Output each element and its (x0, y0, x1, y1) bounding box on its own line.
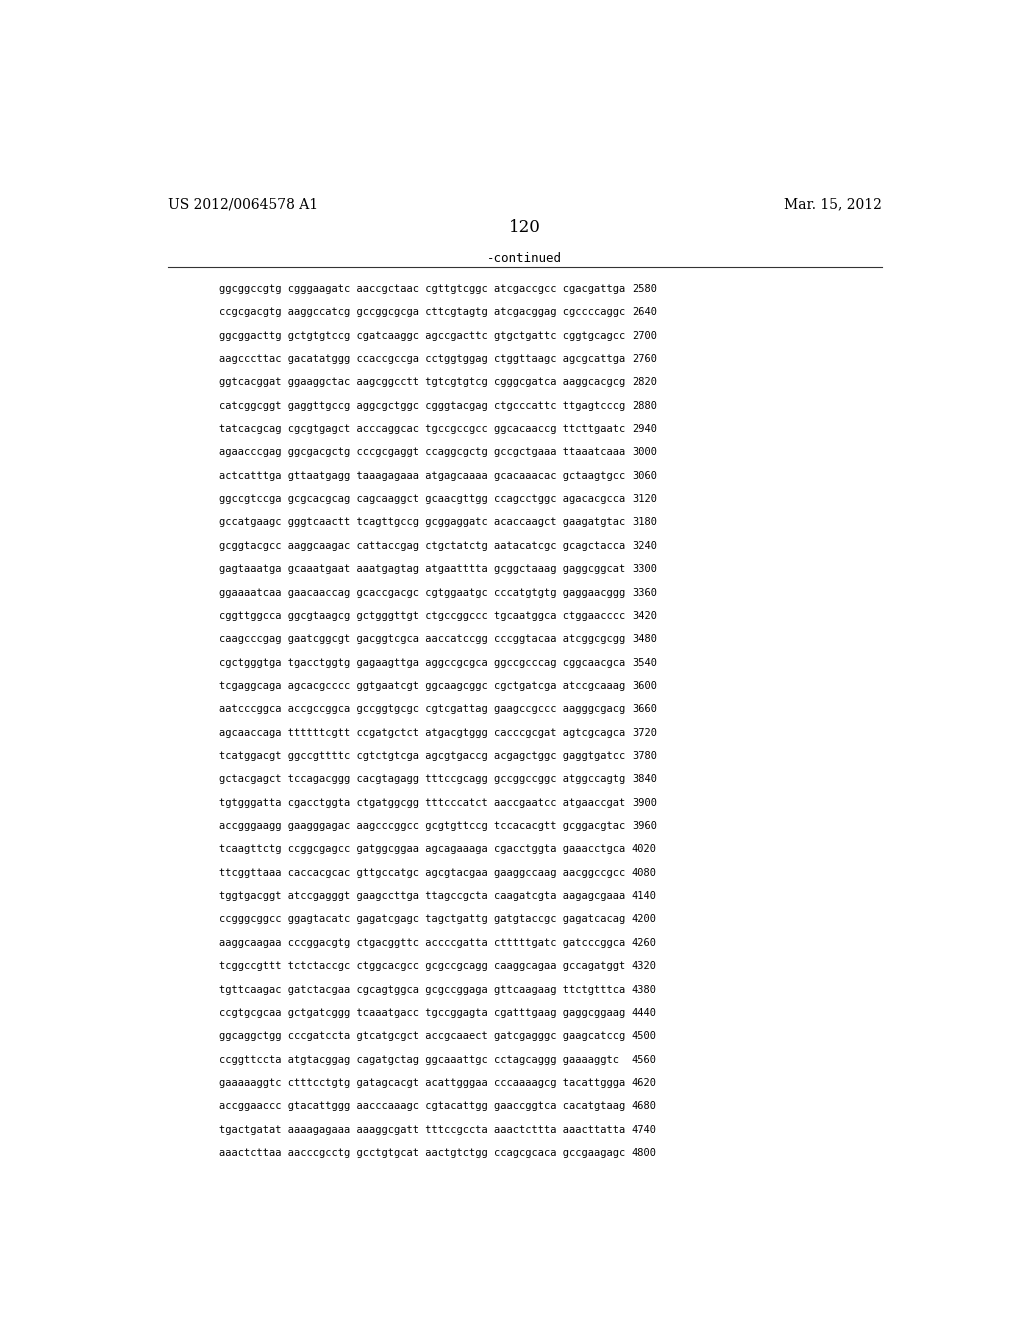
Text: 4800: 4800 (632, 1148, 657, 1158)
Text: 4560: 4560 (632, 1055, 657, 1064)
Text: tatcacgcag cgcgtgagct acccaggcac tgccgccgcc ggcacaaccg ttcttgaatc: tatcacgcag cgcgtgagct acccaggcac tgccgcc… (219, 424, 626, 434)
Text: tcgaggcaga agcacgcccc ggtgaatcgt ggcaagcggc cgctgatcga atccgcaaag: tcgaggcaga agcacgcccc ggtgaatcgt ggcaagc… (219, 681, 626, 690)
Text: ggcggacttg gctgtgtccg cgatcaaggc agccgacttc gtgctgattc cggtgcagcc: ggcggacttg gctgtgtccg cgatcaaggc agccgac… (219, 331, 626, 341)
Text: ccgtgcgcaa gctgatcggg tcaaatgacc tgccggagta cgatttgaag gaggcggaag: ccgtgcgcaa gctgatcggg tcaaatgacc tgccgga… (219, 1008, 626, 1018)
Text: ggccgtccga gcgcacgcag cagcaaggct gcaacgttgg ccagcctggc agacacgcca: ggccgtccga gcgcacgcag cagcaaggct gcaacgt… (219, 494, 626, 504)
Text: cgctgggtga tgacctggtg gagaagttga aggccgcgca ggccgcccag cggcaacgca: cgctgggtga tgacctggtg gagaagttga aggccgc… (219, 657, 626, 668)
Text: 3180: 3180 (632, 517, 657, 528)
Text: 4200: 4200 (632, 915, 657, 924)
Text: ggcggccgtg cgggaagatc aaccgctaac cgttgtcggc atcgaccgcc cgacgattga: ggcggccgtg cgggaagatc aaccgctaac cgttgtc… (219, 284, 626, 294)
Text: 3240: 3240 (632, 541, 657, 550)
Text: 3000: 3000 (632, 447, 657, 458)
Text: 4380: 4380 (632, 985, 657, 994)
Text: 4740: 4740 (632, 1125, 657, 1135)
Text: caagcccgag gaatcggcgt gacggtcgca aaccatccgg cccggtacaa atcggcgcgg: caagcccgag gaatcggcgt gacggtcgca aaccatc… (219, 634, 626, 644)
Text: 120: 120 (509, 219, 541, 236)
Text: agcaaccaga ttttttcgtt ccgatgctct atgacgtggg cacccgcgat agtcgcagca: agcaaccaga ttttttcgtt ccgatgctct atgacgt… (219, 727, 626, 738)
Text: tgtgggatta cgacctggta ctgatggcgg tttcccatct aaccgaatcc atgaaccgat: tgtgggatta cgacctggta ctgatggcgg tttccca… (219, 797, 626, 808)
Text: -continued: -continued (487, 252, 562, 265)
Text: aaggcaagaa cccggacgtg ctgacggttc accccgatta ctttttgatc gatcccggca: aaggcaagaa cccggacgtg ctgacggttc accccga… (219, 937, 626, 948)
Text: ccgggcggcc ggagtacatc gagatcgagc tagctgattg gatgtaccgc gagatcacag: ccgggcggcc ggagtacatc gagatcgagc tagctga… (219, 915, 626, 924)
Text: accggaaccc gtacattggg aacccaaagc cgtacattgg gaaccggtca cacatgtaag: accggaaccc gtacattggg aacccaaagc cgtacat… (219, 1101, 626, 1111)
Text: ccggttccta atgtacggag cagatgctag ggcaaattgc cctagcaggg gaaaaggtc: ccggttccta atgtacggag cagatgctag ggcaaat… (219, 1055, 620, 1064)
Text: actcatttga gttaatgagg taaagagaaa atgagcaaaa gcacaaacac gctaagtgcc: actcatttga gttaatgagg taaagagaaa atgagca… (219, 471, 626, 480)
Text: 2640: 2640 (632, 308, 657, 317)
Text: cggttggcca ggcgtaagcg gctgggttgt ctgccggccc tgcaatggca ctggaacccc: cggttggcca ggcgtaagcg gctgggttgt ctgccgg… (219, 611, 626, 620)
Text: 2880: 2880 (632, 401, 657, 411)
Text: 4080: 4080 (632, 867, 657, 878)
Text: tcaagttctg ccggcgagcc gatggcggaa agcagaaaga cgacctggta gaaacctgca: tcaagttctg ccggcgagcc gatggcggaa agcagaa… (219, 845, 626, 854)
Text: 3060: 3060 (632, 471, 657, 480)
Text: accgggaagg gaagggagac aagcccggcc gcgtgttccg tccacacgtt gcggacgtac: accgggaagg gaagggagac aagcccggcc gcgtgtt… (219, 821, 626, 832)
Text: 3120: 3120 (632, 494, 657, 504)
Text: US 2012/0064578 A1: US 2012/0064578 A1 (168, 197, 317, 211)
Text: 4440: 4440 (632, 1008, 657, 1018)
Text: 2940: 2940 (632, 424, 657, 434)
Text: 2760: 2760 (632, 354, 657, 364)
Text: ggcaggctgg cccgatccta gtcatgcgct accgcaaect gatcgagggc gaagcatccg: ggcaggctgg cccgatccta gtcatgcgct accgcaa… (219, 1031, 626, 1041)
Text: 3540: 3540 (632, 657, 657, 668)
Text: 4680: 4680 (632, 1101, 657, 1111)
Text: 3840: 3840 (632, 775, 657, 784)
Text: agaacccgag ggcgacgctg cccgcgaggt ccaggcgctg gccgctgaaa ttaaatcaaa: agaacccgag ggcgacgctg cccgcgaggt ccaggcg… (219, 447, 626, 458)
Text: 4500: 4500 (632, 1031, 657, 1041)
Text: 2700: 2700 (632, 331, 657, 341)
Text: aagcccttac gacatatggg ccaccgccga cctggtggag ctggttaagc agcgcattga: aagcccttac gacatatggg ccaccgccga cctggtg… (219, 354, 626, 364)
Text: 3480: 3480 (632, 634, 657, 644)
Text: 3780: 3780 (632, 751, 657, 762)
Text: 3600: 3600 (632, 681, 657, 690)
Text: 3960: 3960 (632, 821, 657, 832)
Text: ggtcacggat ggaaggctac aagcggcctt tgtcgtgtcg cgggcgatca aaggcacgcg: ggtcacggat ggaaggctac aagcggcctt tgtcgtg… (219, 378, 626, 387)
Text: 2820: 2820 (632, 378, 657, 387)
Text: gaaaaaggtc ctttcctgtg gatagcacgt acattgggaa cccaaaagcg tacattggga: gaaaaaggtc ctttcctgtg gatagcacgt acattgg… (219, 1078, 626, 1088)
Text: tgttcaagac gatctacgaa cgcagtggca gcgccggaga gttcaagaag ttctgtttca: tgttcaagac gatctacgaa cgcagtggca gcgccgg… (219, 985, 626, 994)
Text: 3420: 3420 (632, 611, 657, 620)
Text: aatcccggca accgccggca gccggtgcgc cgtcgattag gaagccgccc aagggcgacg: aatcccggca accgccggca gccggtgcgc cgtcgat… (219, 705, 626, 714)
Text: gagtaaatga gcaaatgaat aaatgagtag atgaatttta gcggctaaag gaggcggcat: gagtaaatga gcaaatgaat aaatgagtag atgaatt… (219, 564, 626, 574)
Text: gctacgagct tccagacggg cacgtagagg tttccgcagg gccggccggc atggccagtg: gctacgagct tccagacggg cacgtagagg tttccgc… (219, 775, 626, 784)
Text: 4620: 4620 (632, 1078, 657, 1088)
Text: 2580: 2580 (632, 284, 657, 294)
Text: 4320: 4320 (632, 961, 657, 972)
Text: 3360: 3360 (632, 587, 657, 598)
Text: gcggtacgcc aaggcaagac cattaccgag ctgctatctg aatacatcgc gcagctacca: gcggtacgcc aaggcaagac cattaccgag ctgctat… (219, 541, 626, 550)
Text: 3300: 3300 (632, 564, 657, 574)
Text: 4140: 4140 (632, 891, 657, 902)
Text: ggaaaatcaa gaacaaccag gcaccgacgc cgtggaatgc cccatgtgtg gaggaacggg: ggaaaatcaa gaacaaccag gcaccgacgc cgtggaa… (219, 587, 626, 598)
Text: tcatggacgt ggccgttttc cgtctgtcga agcgtgaccg acgagctggc gaggtgatcc: tcatggacgt ggccgttttc cgtctgtcga agcgtga… (219, 751, 626, 762)
Text: tgactgatat aaaagagaaa aaaggcgatt tttccgccta aaactcttta aaacttatta: tgactgatat aaaagagaaa aaaggcgatt tttccgc… (219, 1125, 626, 1135)
Text: 3900: 3900 (632, 797, 657, 808)
Text: 3720: 3720 (632, 727, 657, 738)
Text: catcggcggt gaggttgccg aggcgctggc cgggtacgag ctgcccattc ttgagtcccg: catcggcggt gaggttgccg aggcgctggc cgggtac… (219, 401, 626, 411)
Text: 4020: 4020 (632, 845, 657, 854)
Text: tcggccgttt tctctaccgc ctggcacgcc gcgccgcagg caaggcagaa gccagatggt: tcggccgttt tctctaccgc ctggcacgcc gcgccgc… (219, 961, 626, 972)
Text: gccatgaagc gggtcaactt tcagttgccg gcggaggatc acaccaagct gaagatgtac: gccatgaagc gggtcaactt tcagttgccg gcggagg… (219, 517, 626, 528)
Text: ttcggttaaa caccacgcac gttgccatgc agcgtacgaa gaaggccaag aacggccgcc: ttcggttaaa caccacgcac gttgccatgc agcgtac… (219, 867, 626, 878)
Text: 4260: 4260 (632, 937, 657, 948)
Text: aaactcttaa aacccgcctg gcctgtgcat aactgtctgg ccagcgcaca gccgaagagc: aaactcttaa aacccgcctg gcctgtgcat aactgtc… (219, 1148, 626, 1158)
Text: tggtgacggt atccgagggt gaagccttga ttagccgcta caagatcgta aagagcgaaa: tggtgacggt atccgagggt gaagccttga ttagccg… (219, 891, 626, 902)
Text: 3660: 3660 (632, 705, 657, 714)
Text: ccgcgacgtg aaggccatcg gccggcgcga cttcgtagtg atcgacggag cgccccaggc: ccgcgacgtg aaggccatcg gccggcgcga cttcgta… (219, 308, 626, 317)
Text: Mar. 15, 2012: Mar. 15, 2012 (784, 197, 882, 211)
